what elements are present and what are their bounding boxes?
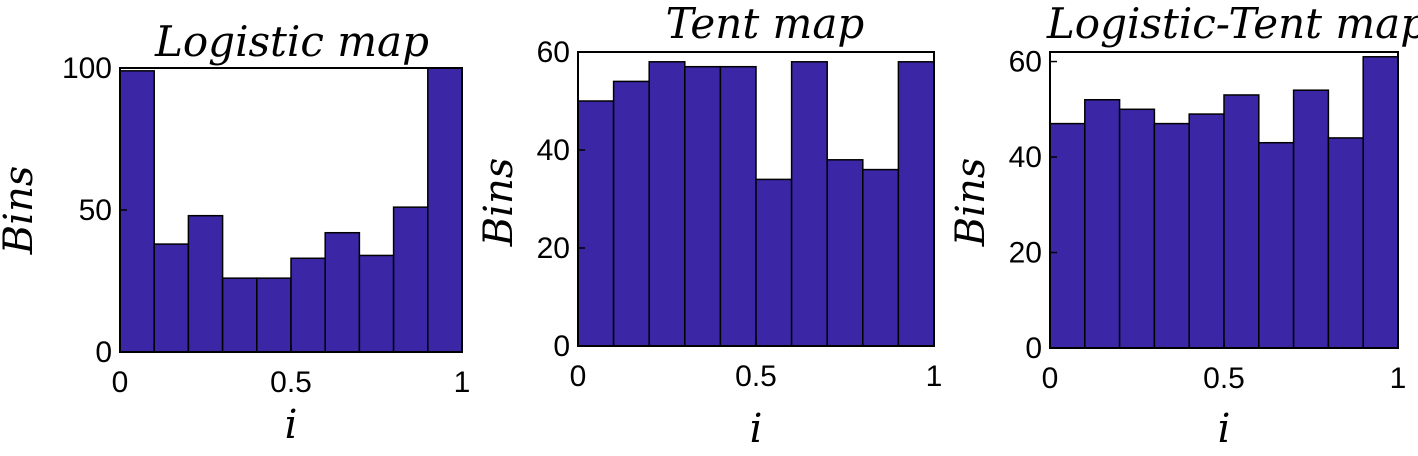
y-tick-label: 0 — [553, 330, 570, 363]
histogram-bar — [826, 159, 864, 347]
histogram-bar — [290, 257, 326, 353]
histogram-bar — [719, 65, 757, 347]
histogram-bar — [1327, 137, 1364, 349]
histogram-bar — [790, 61, 828, 347]
x-tick-label: 1 — [454, 366, 471, 399]
x-axis-label: i — [1218, 406, 1231, 452]
y-axis-label: Bins — [0, 166, 42, 255]
histogram-bar — [1362, 56, 1399, 349]
y-tick-label: 100 — [62, 52, 112, 85]
bar-group — [119, 67, 463, 353]
histogram-bar — [1223, 94, 1260, 349]
histogram-bar — [1188, 113, 1225, 349]
x-axis-label: i — [285, 402, 298, 448]
x-tick-group: 0 0.5 1 — [112, 345, 471, 399]
histogram-bar — [1153, 122, 1190, 349]
x-tick-label: 1 — [926, 360, 943, 393]
histogram-bar — [256, 277, 292, 353]
histogram-bar — [612, 80, 650, 347]
y-tick-label: 40 — [1009, 141, 1042, 174]
y-tick-group: 0 20 40 60 — [537, 36, 585, 363]
chart-title: Tent map — [666, 0, 865, 48]
histogram-bar — [862, 168, 900, 347]
y-axis-label: Bins — [948, 158, 994, 247]
x-tick-group: 0 0.5 1 — [570, 339, 943, 393]
y-tick-label: 40 — [537, 134, 570, 167]
histogram-bar — [1292, 89, 1330, 349]
histogram-bar — [648, 61, 686, 347]
chart-title: Logistic-Tent map — [1046, 0, 1418, 48]
histogram-bar — [324, 231, 361, 353]
y-tick-label: 20 — [537, 232, 570, 265]
histogram-bar — [187, 214, 224, 353]
histogram-bar — [427, 67, 463, 353]
histogram-bar — [755, 178, 793, 347]
x-tick-label: 0.5 — [270, 366, 312, 399]
histogram-bar — [1084, 98, 1121, 349]
y-tick-label: 60 — [1009, 46, 1042, 79]
histogram-bar — [1118, 108, 1156, 349]
x-tick-label: 0 — [570, 360, 587, 393]
histogram-bar — [577, 100, 615, 347]
x-tick-label: 0.5 — [735, 360, 777, 393]
bar-group — [1049, 56, 1399, 349]
y-tick-label: 50 — [79, 194, 112, 227]
x-tick-group: 0 0.5 1 — [1042, 341, 1407, 395]
x-tick-label: 0 — [1042, 362, 1059, 395]
y-tick-label: 60 — [537, 36, 570, 69]
x-tick-label: 0 — [112, 366, 129, 399]
y-tick-label: 0 — [95, 336, 112, 369]
histogram-bar — [684, 65, 722, 347]
chart-title: Logistic map — [154, 17, 429, 66]
histogram-bar — [358, 254, 395, 353]
x-tick-label: 0.5 — [1203, 362, 1245, 395]
histogram-bar — [119, 70, 155, 353]
y-tick-label: 0 — [1025, 332, 1042, 365]
histogram-bar — [897, 61, 935, 347]
histogram-bar — [153, 243, 190, 353]
histogram-bar — [1258, 141, 1295, 349]
histogram-bar — [221, 277, 258, 353]
x-tick-label: 1 — [1390, 362, 1407, 395]
y-tick-group: 0 50 100 — [62, 52, 127, 369]
y-tick-group: 0 20 40 60 — [1009, 46, 1057, 365]
y-tick-label: 20 — [1009, 237, 1042, 270]
bar-group — [577, 61, 935, 347]
x-axis-label: i — [750, 406, 763, 452]
y-axis-label: Bins — [476, 158, 522, 247]
histogram-bar — [392, 206, 429, 353]
